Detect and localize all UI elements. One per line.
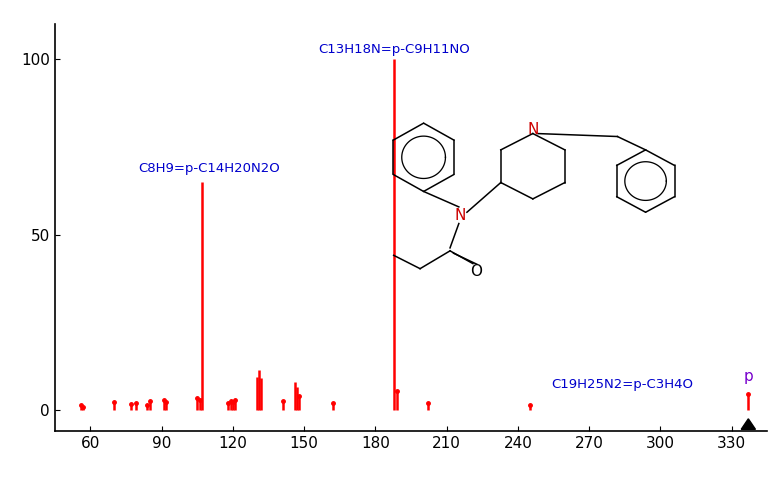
Text: O: O [471, 264, 482, 279]
Polygon shape [742, 419, 756, 429]
Text: C19H25N2=p-C3H4O: C19H25N2=p-C3H4O [551, 378, 693, 391]
Text: p: p [744, 369, 753, 384]
Text: C13H18N=p-C9H11NO: C13H18N=p-C9H11NO [319, 43, 471, 56]
Text: N: N [455, 208, 467, 223]
Text: N: N [527, 122, 539, 137]
Text: C8H9=p-C14H20N2O: C8H9=p-C14H20N2O [138, 162, 280, 175]
